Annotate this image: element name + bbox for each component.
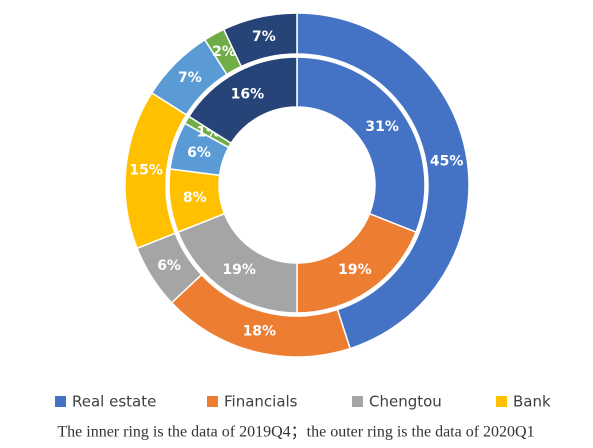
donut-segment (296, 12, 470, 350)
data-label: 19% (338, 262, 372, 278)
donut-segment (222, 12, 298, 68)
data-label: 15% (129, 163, 163, 179)
legend-swatch (55, 396, 66, 407)
data-label: 31% (365, 119, 399, 135)
caption: The inner ring is the data of 2019Q4；the… (57, 424, 534, 441)
data-label: 2% (212, 44, 236, 60)
donut-segment (296, 56, 426, 234)
data-label: 19% (222, 262, 256, 278)
legend-swatch (207, 396, 218, 407)
data-label: 45% (430, 153, 464, 169)
data-label: 6% (187, 145, 211, 161)
legend-label: Chengtou (369, 393, 442, 411)
data-label: 7% (252, 29, 276, 45)
donut-segment (187, 56, 298, 145)
legend-swatch (496, 396, 507, 407)
legend-label: Financials (224, 393, 298, 411)
legend-swatch (352, 396, 363, 407)
legend-label: Real estate (72, 393, 156, 411)
data-label: 16% (231, 87, 265, 103)
data-label: 7% (178, 70, 202, 86)
data-label: 8% (183, 190, 207, 206)
data-label: 18% (243, 324, 277, 340)
legend-label: Bank (513, 393, 551, 411)
data-label: 6% (157, 258, 181, 274)
